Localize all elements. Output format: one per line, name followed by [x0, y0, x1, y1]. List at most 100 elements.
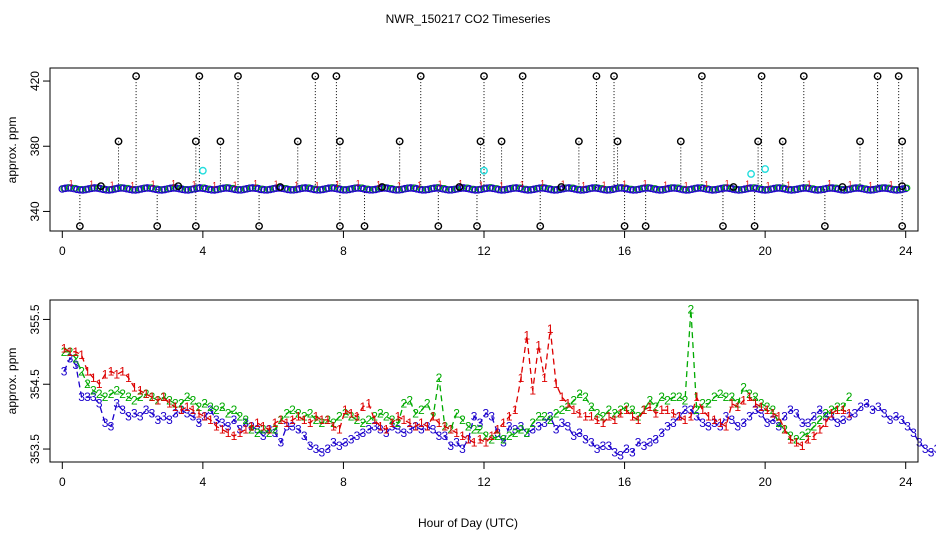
series-3-point: 3 — [658, 426, 665, 440]
series-2-point: 2 — [260, 423, 267, 437]
series-1-point: 1 — [190, 403, 197, 417]
series-3-point: 3 — [570, 429, 577, 443]
series-1-point: 1 — [336, 423, 343, 437]
series-2-point: 2 — [90, 384, 97, 398]
series-2-point: 2 — [236, 410, 243, 424]
outlier-point — [754, 137, 763, 146]
series-3-point: 3 — [717, 419, 724, 433]
series-2-point: 2 — [254, 426, 261, 440]
series-1-point: 1 — [623, 403, 630, 417]
series-1-point: 1 — [348, 406, 355, 420]
series-3-point: 3 — [541, 416, 548, 430]
series-2-point: 2 — [500, 432, 507, 446]
series-1-point: 1 — [201, 410, 208, 424]
series-2-point: 2 — [137, 390, 144, 404]
panel-top-gridlines — [79, 76, 903, 227]
series-1-point: 1 — [805, 432, 812, 446]
baseline-label-red: 1 — [602, 181, 607, 190]
series-1-point: 1 — [465, 432, 472, 446]
series-1-point: 1 — [119, 364, 126, 378]
panel-bottom-ytick-label: 354.5 — [28, 369, 42, 399]
panel-top-axes: 0 4 8 12 16 20 24 340 380 420 — [28, 71, 913, 258]
outlier-point — [191, 137, 200, 146]
series-3-point: 3 — [811, 410, 818, 424]
series-2-point: 2 — [570, 393, 577, 407]
series-1-point: 1 — [424, 419, 431, 433]
series-2-point: 2 — [746, 387, 753, 401]
series-1-point: 1 — [752, 397, 759, 411]
series-3-point: 3 — [482, 406, 489, 420]
series-2-point: 2 — [482, 429, 489, 443]
series-3-point: 3 — [154, 413, 161, 427]
series-1-point: 1 — [723, 419, 730, 433]
outlier-point — [216, 137, 225, 146]
outlier-point — [434, 222, 443, 231]
series-2-point: 2 — [313, 413, 320, 427]
series-1-point: 1 — [61, 342, 68, 356]
outlier-point — [336, 222, 344, 231]
series-1-point: 1 — [664, 403, 671, 417]
baseline-label-red: 1 — [499, 181, 504, 190]
series-3-point: 3 — [137, 410, 144, 424]
series-3-point: 3 — [119, 403, 126, 417]
series-3-point: 3 — [395, 423, 402, 437]
series-2-point: 2 — [559, 403, 566, 417]
outlier-point — [114, 137, 123, 146]
baseline-point-green — [675, 184, 682, 192]
panel-bottom-xtick-label: 0 — [59, 475, 66, 489]
mid-point — [174, 182, 183, 191]
mid-point — [898, 182, 907, 191]
series-3-point: 3 — [219, 416, 226, 430]
series-1-point: 1 — [330, 419, 337, 433]
series-2-point: 2 — [342, 406, 349, 420]
baseline-point-green — [359, 184, 366, 192]
baseline-label-red: 1 — [212, 181, 217, 190]
series-1-point: 1 — [647, 400, 654, 414]
baseline-label-red: 1 — [151, 180, 156, 189]
outlier-point — [898, 222, 907, 231]
series-1-point: 1 — [277, 413, 284, 427]
series-1-point: 1 — [242, 423, 249, 437]
series-2-point: 2 — [67, 345, 74, 359]
series-1-point: 1 — [506, 410, 513, 424]
outlier-point — [856, 137, 864, 146]
panel-top: 1 1 1 1 1 1 1 1 1 1 1 1 1 1 1 1 1 1 1 1 1 1 1 1 1 1 1 1 1 1 1 1 1 1 1 1 1 1 1 1… — [5, 67, 919, 258]
series-3-point: 3 — [184, 406, 191, 420]
series-2-point: 2 — [693, 403, 700, 417]
series-2-point: 2 — [219, 400, 226, 414]
series-1-point: 1 — [313, 410, 320, 424]
series-3-point: 3 — [664, 419, 671, 433]
series-2-point: 2 — [699, 397, 706, 411]
panel-top-xtick-label: 12 — [477, 244, 491, 258]
outlier-point — [894, 72, 903, 81]
series-3-point: 3 — [453, 436, 460, 450]
series-2-point: 2 — [805, 426, 812, 440]
series-1-point: 1 — [781, 423, 788, 437]
series-1-point: 1 — [260, 419, 267, 433]
series-1-point: 1 — [758, 400, 765, 414]
outlier-point — [898, 137, 907, 146]
series-2-point: 2 — [606, 403, 613, 417]
series-1-point: 1 — [611, 413, 618, 427]
series-1-point: 1 — [846, 406, 853, 420]
series-3-point: 3 — [529, 423, 536, 437]
series-3-point: 3 — [254, 423, 261, 437]
series-1-point: 1 — [395, 410, 402, 424]
panel-bottom-xtick-label: 8 — [340, 475, 347, 489]
outlier-point — [360, 222, 369, 231]
series-3-point: 3 — [108, 419, 115, 433]
series-3-point: 3 — [512, 423, 519, 437]
series-2-point: 2 — [623, 400, 630, 414]
series-2-line — [64, 309, 850, 441]
series-1-point: 1 — [441, 419, 448, 433]
series-3-point: 3 — [916, 436, 923, 450]
series-1-point: 1 — [195, 406, 202, 420]
series-3-point: 3 — [699, 416, 706, 430]
baseline-label-red: 1 — [171, 179, 176, 188]
series-1-point: 1 — [289, 413, 296, 427]
series-2-point: 2 — [330, 416, 337, 430]
series-3-point: 3 — [688, 403, 695, 417]
baseline-label-red: 1 — [622, 179, 627, 188]
series-1-point: 1 — [676, 410, 683, 424]
